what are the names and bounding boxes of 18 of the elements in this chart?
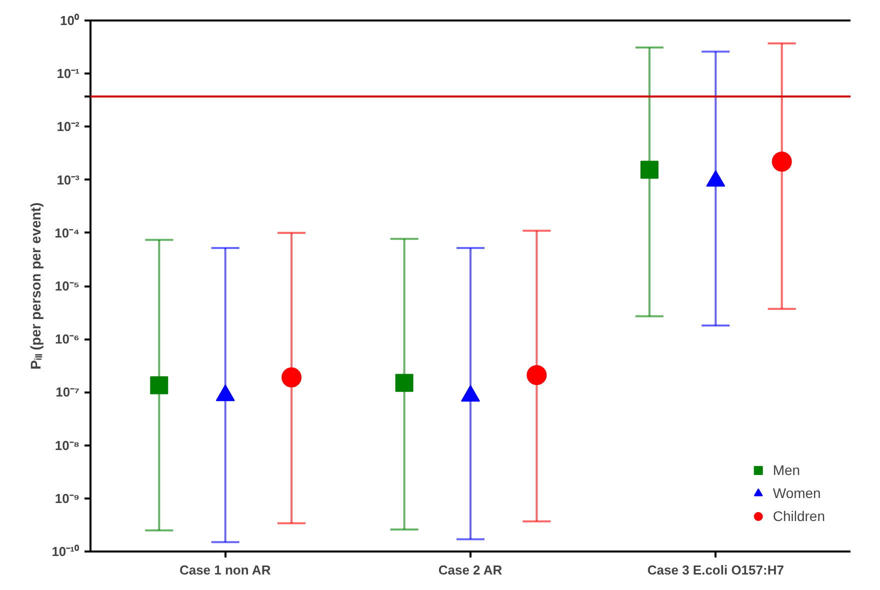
y-tick-label: 10⁻⁸ (54, 438, 80, 453)
y-tick-label: 10⁻¹ (56, 66, 80, 82)
y-tick-label: 10⁻⁶ (55, 332, 80, 347)
y-tick-label: 10⁻⁴ (54, 225, 80, 240)
x-tick-label: Case 1 non AR (179, 562, 272, 578)
legend-label: Children (772, 508, 825, 524)
y-tick-label: 10⁻¹⁰ (52, 544, 80, 559)
y-tick-label: 10⁻⁹ (54, 490, 80, 506)
x-tick-label: Case 2 AR (438, 562, 503, 578)
y-axis-title: Pᵢₗₗ (per person per event) (28, 202, 44, 370)
legend-label: Men (772, 462, 800, 478)
y-tick-label: 10⁻³ (56, 172, 80, 188)
y-tick-label: 10⁰ (60, 13, 80, 28)
legend-label: Women (772, 485, 821, 501)
y-tick-label: 10⁻⁷ (56, 384, 80, 400)
x-tick-label: Case 3 E.coli O157:H7 (647, 562, 784, 578)
y-tick-label: 10⁻⁵ (54, 278, 80, 294)
y-tick-label: 10⁻² (56, 119, 80, 134)
